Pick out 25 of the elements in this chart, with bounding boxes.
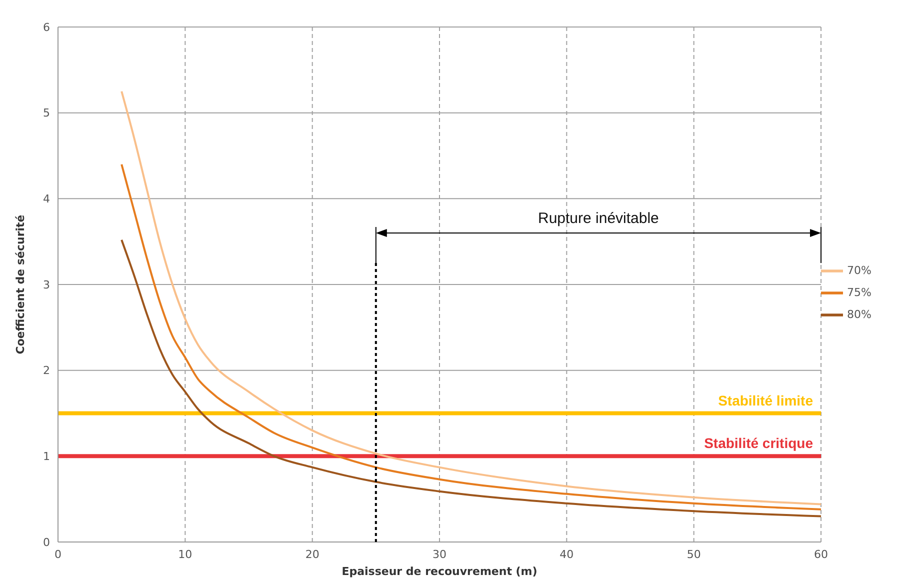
y-axis-title: Coefficient de sécurité xyxy=(14,214,27,354)
legend-label: 75% xyxy=(847,286,872,300)
y-tick-label: 2 xyxy=(43,364,50,378)
line-series xyxy=(120,238,821,518)
x-tick-label: 30 xyxy=(432,548,446,561)
x-tick-label: 50 xyxy=(686,548,701,561)
legend-label: 70% xyxy=(847,264,872,278)
x-tick-label: 40 xyxy=(560,548,574,561)
x-tick-label: 10 xyxy=(178,548,192,561)
ref-line-label: Stabilité critique xyxy=(704,435,814,452)
y-tick-label: 5 xyxy=(43,106,50,120)
ref-line-label: Stabilité limite xyxy=(718,392,814,408)
y-tick-label: 3 xyxy=(43,278,50,292)
x-axis-title: Epaisseur de recouvrement (m) xyxy=(342,565,538,578)
legend-label: 80% xyxy=(847,308,872,322)
x-tick-label: 20 xyxy=(305,548,320,561)
y-tick-label: 4 xyxy=(43,192,50,206)
annotation: Rupture inévitable xyxy=(538,210,659,227)
line-series xyxy=(120,163,821,510)
y-tick-label: 0 xyxy=(43,536,50,549)
y-tick-label: 1 xyxy=(43,450,50,464)
y-tick-label: 6 xyxy=(43,20,50,34)
x-tick-label: 60 xyxy=(814,548,828,561)
line-series xyxy=(120,90,821,506)
x-tick-label: 0 xyxy=(54,548,62,561)
